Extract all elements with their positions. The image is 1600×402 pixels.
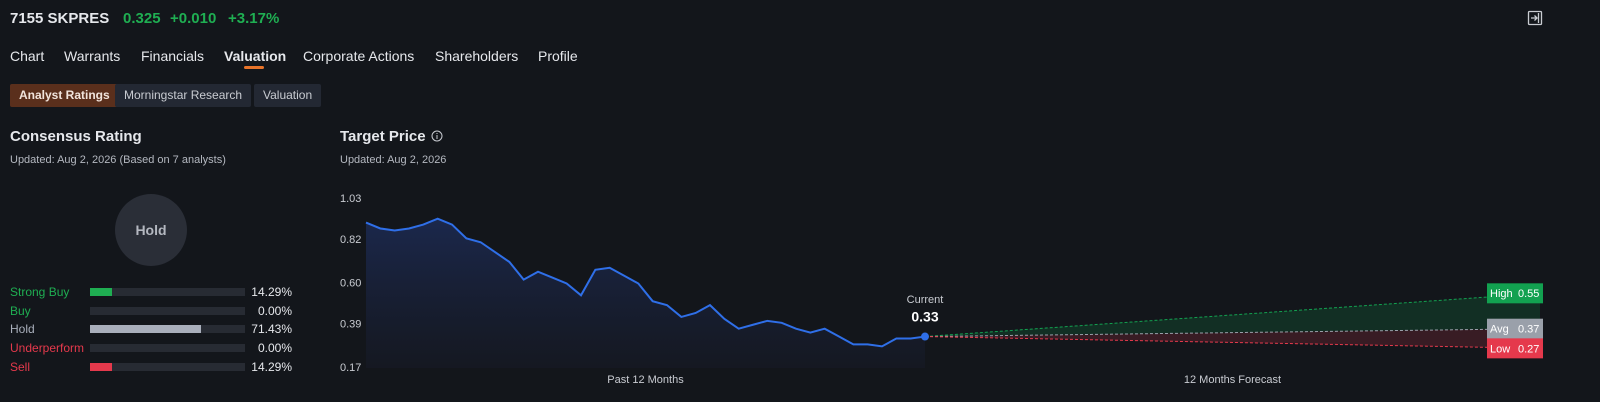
change-pct: +3.17% xyxy=(228,10,280,27)
y-tick-label: 0.60 xyxy=(340,277,361,289)
tab[interactable]: Financials xyxy=(141,48,205,64)
change: +0.010 xyxy=(170,10,217,27)
tab[interactable]: Shareholders xyxy=(435,48,519,64)
current-value: 0.33 xyxy=(911,309,938,325)
info-icon[interactable] xyxy=(431,130,443,142)
rating-track xyxy=(90,344,245,353)
forecast-value: 0.55 xyxy=(1518,288,1539,300)
tab[interactable]: Corporate Actions xyxy=(303,48,415,64)
y-tick-label: 0.39 xyxy=(340,319,361,331)
rating-pct: 0.00% xyxy=(257,303,292,318)
exit-icon[interactable] xyxy=(1527,10,1543,26)
rating-track xyxy=(90,306,245,315)
rating-label: Sell xyxy=(10,359,31,374)
tab-underline xyxy=(244,66,264,69)
rating-label: Strong Buy xyxy=(10,285,70,299)
y-tick-label: 0.82 xyxy=(340,234,361,246)
forecast-name: Low xyxy=(1490,343,1510,355)
forecast-name: High xyxy=(1490,288,1513,300)
rating-pct: 0.00% xyxy=(257,341,292,356)
x-label: Past 12 Months xyxy=(607,374,684,386)
current-dot xyxy=(921,332,929,341)
forecast-name: Avg xyxy=(1490,324,1509,336)
forecast-value: 0.27 xyxy=(1518,343,1539,355)
tab[interactable]: Chart xyxy=(10,48,45,64)
tab[interactable]: Valuation xyxy=(224,48,287,64)
ticker: 7155 SKPRES xyxy=(10,10,110,27)
subtab[interactable]: Analyst Ratings xyxy=(10,84,119,107)
y-tick-label: 0.17 xyxy=(340,362,361,374)
price-line xyxy=(365,217,926,348)
rating-label: Hold xyxy=(10,322,35,337)
forecast-line xyxy=(924,292,1541,338)
rating-track xyxy=(90,288,245,296)
forecast-value: 0.37 xyxy=(1518,324,1539,336)
forecast-down-area xyxy=(925,328,1540,349)
subtab[interactable]: Valuation xyxy=(254,84,322,107)
rating-pct: 14.29% xyxy=(251,285,292,299)
target-chart: 1.03 0.82 0.60 0.39 0.17 High 0.55 Avg 0.37 Low 0.… xyxy=(340,193,1543,386)
forecast-line xyxy=(924,328,1541,338)
current-label: Current xyxy=(907,294,944,306)
rating-label: Underperform xyxy=(10,341,85,356)
y-tick-label: 1.03 xyxy=(340,193,361,205)
target-title: Target Price xyxy=(340,128,426,145)
rating-pct: 71.43% xyxy=(251,322,292,337)
x-label: 12 Months Forecast xyxy=(1184,374,1281,386)
rating-label: Buy xyxy=(10,303,31,318)
subtab[interactable]: Morningstar Research xyxy=(115,84,252,107)
forecast-badge xyxy=(1487,283,1543,304)
forecast-badge xyxy=(1487,318,1543,339)
rating-track xyxy=(90,362,245,371)
tab[interactable]: Profile xyxy=(538,48,578,64)
rating-bar xyxy=(90,362,113,371)
rating-bar xyxy=(90,288,113,296)
forecast-line xyxy=(924,336,1541,349)
forecast-badge xyxy=(1487,338,1543,359)
target-updated: Updated: Aug 2, 2026 xyxy=(340,154,447,166)
rating-pct: 14.29% xyxy=(251,359,292,374)
tab[interactable]: Warrants xyxy=(64,48,121,64)
rating-bar xyxy=(90,325,201,334)
rating-badge: Hold xyxy=(115,194,187,266)
price: 0.325 xyxy=(123,10,161,27)
consensus-title: Consensus Rating xyxy=(10,128,142,145)
consensus-updated: Updated: Aug 2, 2026 (Based on 7 analyst… xyxy=(10,154,226,166)
